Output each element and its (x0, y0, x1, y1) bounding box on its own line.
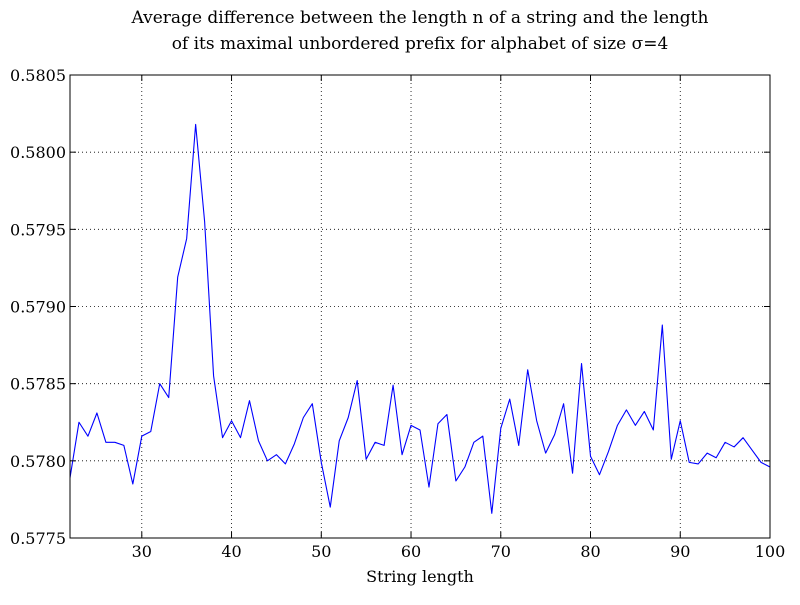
y-tick-label: 0.5780 (10, 452, 66, 471)
chart-title-line-1: Average difference between the length n … (131, 8, 709, 28)
grid-lines (70, 75, 770, 538)
y-tick-label: 0.5795 (10, 220, 66, 239)
x-tick-label: 70 (491, 542, 511, 561)
y-tick-label: 0.5785 (10, 375, 66, 394)
series-layer (69, 123, 771, 514)
x-tick-label: 30 (132, 542, 152, 561)
x-axis-label: String length (366, 567, 474, 586)
x-tick-label: 50 (311, 542, 331, 561)
x-tick-label: 100 (755, 542, 786, 561)
x-tick-label: 80 (580, 542, 600, 561)
y-tick-label: 0.5805 (10, 66, 66, 85)
x-tick-label: 40 (221, 542, 241, 561)
chart-title-line-2: of its maximal unbordered prefix for alp… (172, 34, 669, 54)
chart-title: Average difference between the length n … (131, 8, 709, 54)
y-tick-label: 0.5800 (10, 143, 66, 162)
y-tick-label: 0.5775 (10, 529, 66, 548)
x-tick-label: 90 (670, 542, 690, 561)
y-tick-label: 0.5790 (10, 298, 66, 317)
axis-ticks: 30 40 50 60 70 80 90 100 0.5775 0.5780 0.5785 0.579… (10, 66, 785, 561)
x-tick-label: 60 (401, 542, 421, 561)
series-line (69, 123, 771, 514)
